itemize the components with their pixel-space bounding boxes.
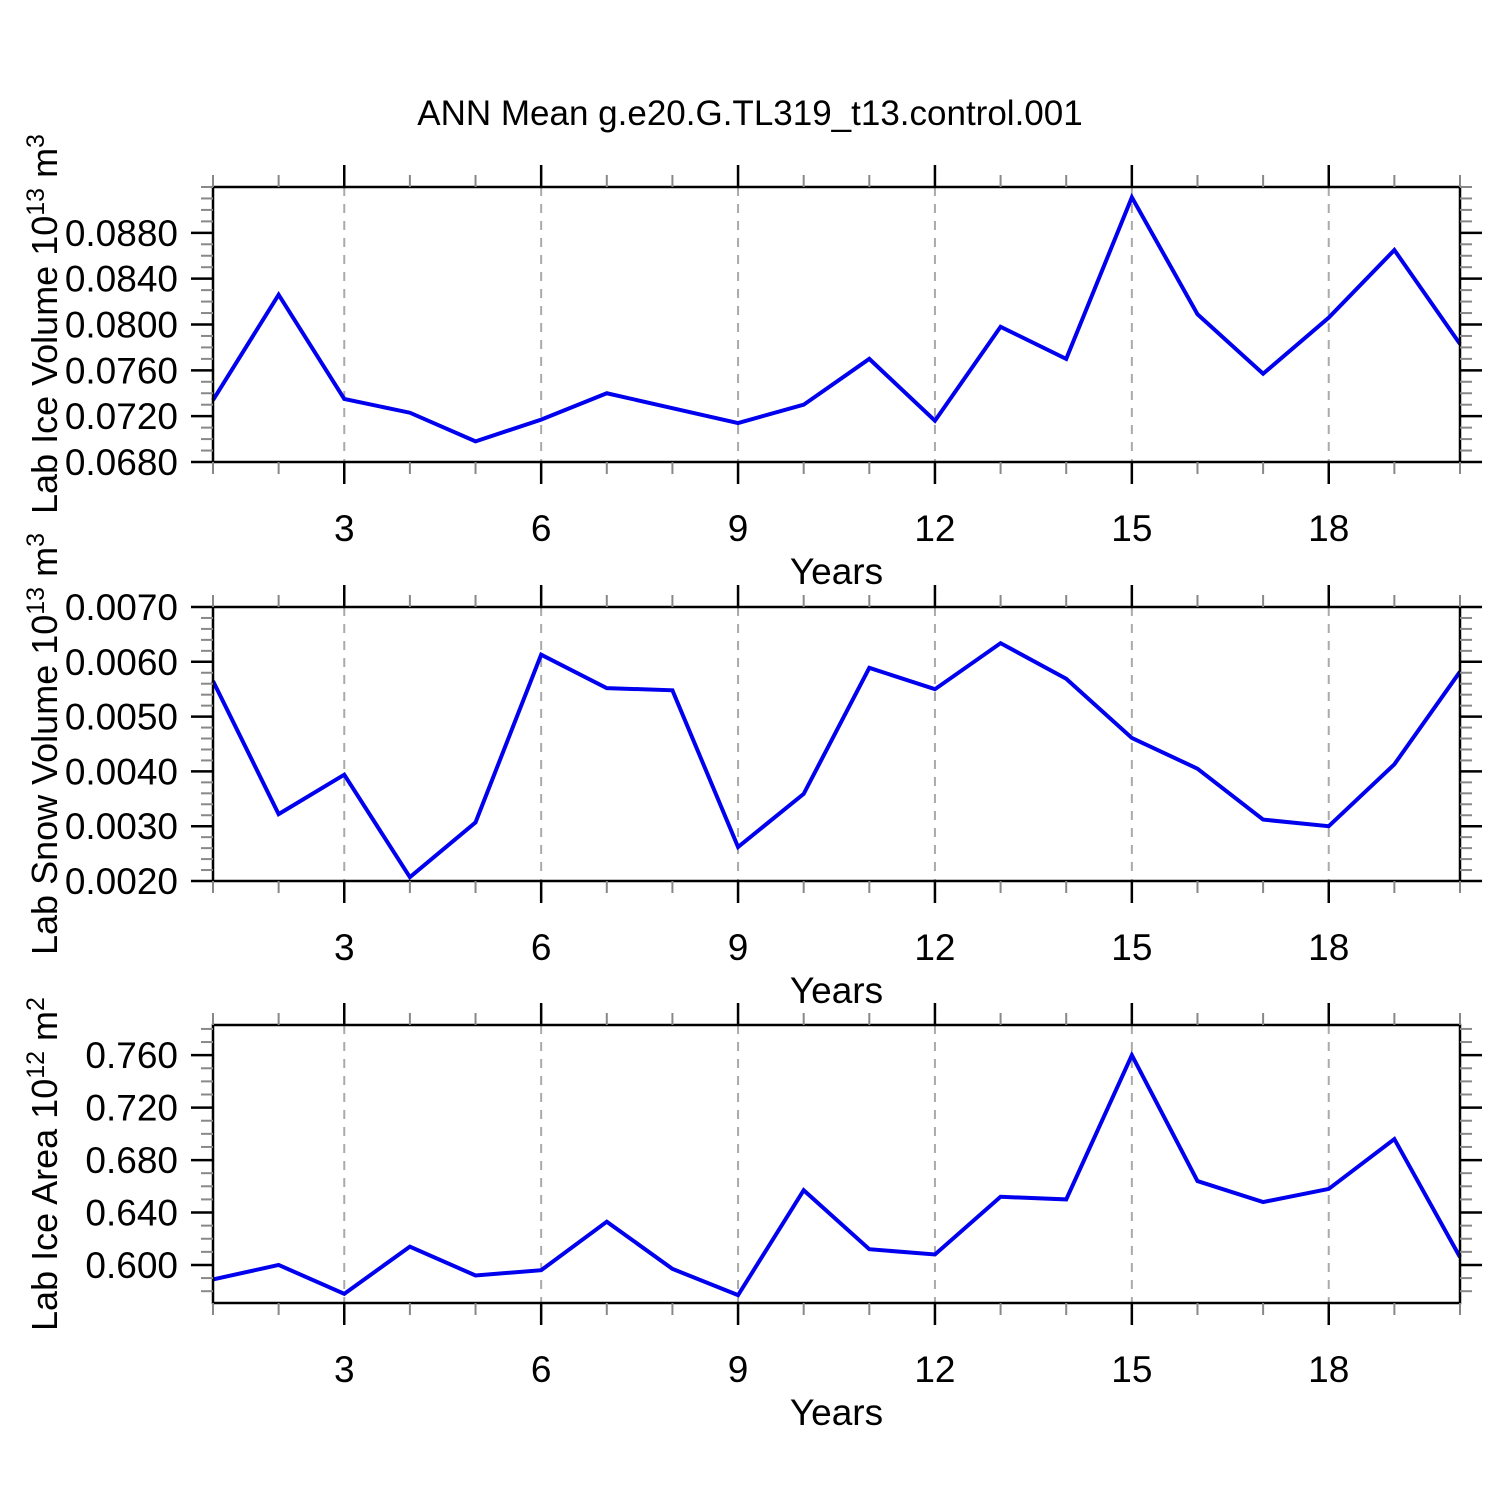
svg-text:0.0760: 0.0760 bbox=[65, 350, 178, 391]
svg-text:18: 18 bbox=[1308, 1349, 1349, 1390]
svg-text:0.600: 0.600 bbox=[85, 1245, 178, 1286]
svg-text:6: 6 bbox=[531, 1349, 552, 1390]
y-tick-labels: 0.0070 0.0060 0.0050 0.0040 0.0030 0.0020 bbox=[65, 587, 178, 902]
minor-ticks bbox=[201, 1013, 1472, 1315]
svg-text:0.640: 0.640 bbox=[85, 1193, 178, 1234]
x-axis-title: Years bbox=[790, 551, 883, 592]
svg-text:3: 3 bbox=[334, 927, 355, 968]
svg-text:0.0030: 0.0030 bbox=[65, 806, 178, 847]
data-line bbox=[212, 1050, 1462, 1298]
svg-text:18: 18 bbox=[1308, 927, 1349, 968]
svg-text:12: 12 bbox=[914, 927, 955, 968]
gridlines bbox=[343, 187, 1330, 462]
svg-text:0.0040: 0.0040 bbox=[65, 751, 178, 792]
plot-frame bbox=[211, 185, 1462, 464]
svg-text:0.0840: 0.0840 bbox=[65, 259, 178, 300]
chart-title: ANN Mean g.e20.G.TL319_t13.control.001 bbox=[417, 94, 1083, 133]
y-tick-labels: 0.760 0.720 0.680 0.640 0.600 bbox=[85, 1035, 178, 1286]
gridlines bbox=[343, 607, 1330, 881]
svg-text:18: 18 bbox=[1308, 508, 1349, 549]
svg-text:0.0020: 0.0020 bbox=[65, 861, 178, 902]
data-line bbox=[211, 640, 1462, 881]
svg-text:0.0050: 0.0050 bbox=[65, 697, 178, 738]
x-axis-title: Years bbox=[790, 1392, 883, 1433]
svg-text:0.0680: 0.0680 bbox=[65, 442, 178, 483]
major-ticks bbox=[191, 1003, 1482, 1325]
svg-text:3: 3 bbox=[334, 508, 355, 549]
svg-text:0.680: 0.680 bbox=[85, 1140, 178, 1181]
svg-text:9: 9 bbox=[728, 508, 749, 549]
minor-ticks bbox=[201, 595, 1472, 893]
svg-text:0.760: 0.760 bbox=[85, 1035, 178, 1076]
svg-text:0.0070: 0.0070 bbox=[65, 587, 178, 628]
svg-text:6: 6 bbox=[531, 927, 552, 968]
data-line bbox=[211, 192, 1462, 444]
svg-text:9: 9 bbox=[728, 1349, 749, 1390]
major-ticks bbox=[191, 165, 1482, 484]
plot-frame bbox=[211, 1023, 1462, 1305]
major-ticks bbox=[191, 585, 1482, 903]
x-tick-labels: 3 6 9 12 15 18 bbox=[334, 927, 1349, 968]
minor-ticks bbox=[201, 175, 1472, 474]
svg-text:15: 15 bbox=[1111, 508, 1152, 549]
svg-text:6: 6 bbox=[531, 508, 552, 549]
svg-text:12: 12 bbox=[914, 1349, 955, 1390]
gridlines bbox=[343, 1025, 1330, 1303]
panel-2: 3 6 9 12 15 180.00700.00600.00500.00400.00300… bbox=[65, 585, 1482, 1011]
x-tick-labels: 3 6 9 12 15 18 bbox=[334, 508, 1349, 549]
panel-1: 3 6 9 12 15 180.08800.08400.08000.07600.07200… bbox=[65, 165, 1482, 592]
svg-text:12: 12 bbox=[914, 508, 955, 549]
svg-text:15: 15 bbox=[1111, 1349, 1152, 1390]
svg-text:0.720: 0.720 bbox=[85, 1088, 178, 1129]
svg-text:0.0060: 0.0060 bbox=[65, 642, 178, 683]
panel-3: 3 6 9 12 15 18 0.760 0.720 0.680 0.640 0.600 Years bbox=[85, 1003, 1482, 1433]
plot-frame bbox=[211, 605, 1462, 883]
svg-text:9: 9 bbox=[728, 927, 749, 968]
svg-text:3: 3 bbox=[334, 1349, 355, 1390]
svg-text:0.0880: 0.0880 bbox=[65, 213, 178, 254]
x-tick-labels: 3 6 9 12 15 18 bbox=[334, 1349, 1349, 1390]
svg-text:0.0720: 0.0720 bbox=[65, 396, 178, 437]
svg-text:15: 15 bbox=[1111, 927, 1152, 968]
svg-text:0.0800: 0.0800 bbox=[65, 305, 178, 346]
x-axis-title: Years bbox=[790, 970, 883, 1011]
